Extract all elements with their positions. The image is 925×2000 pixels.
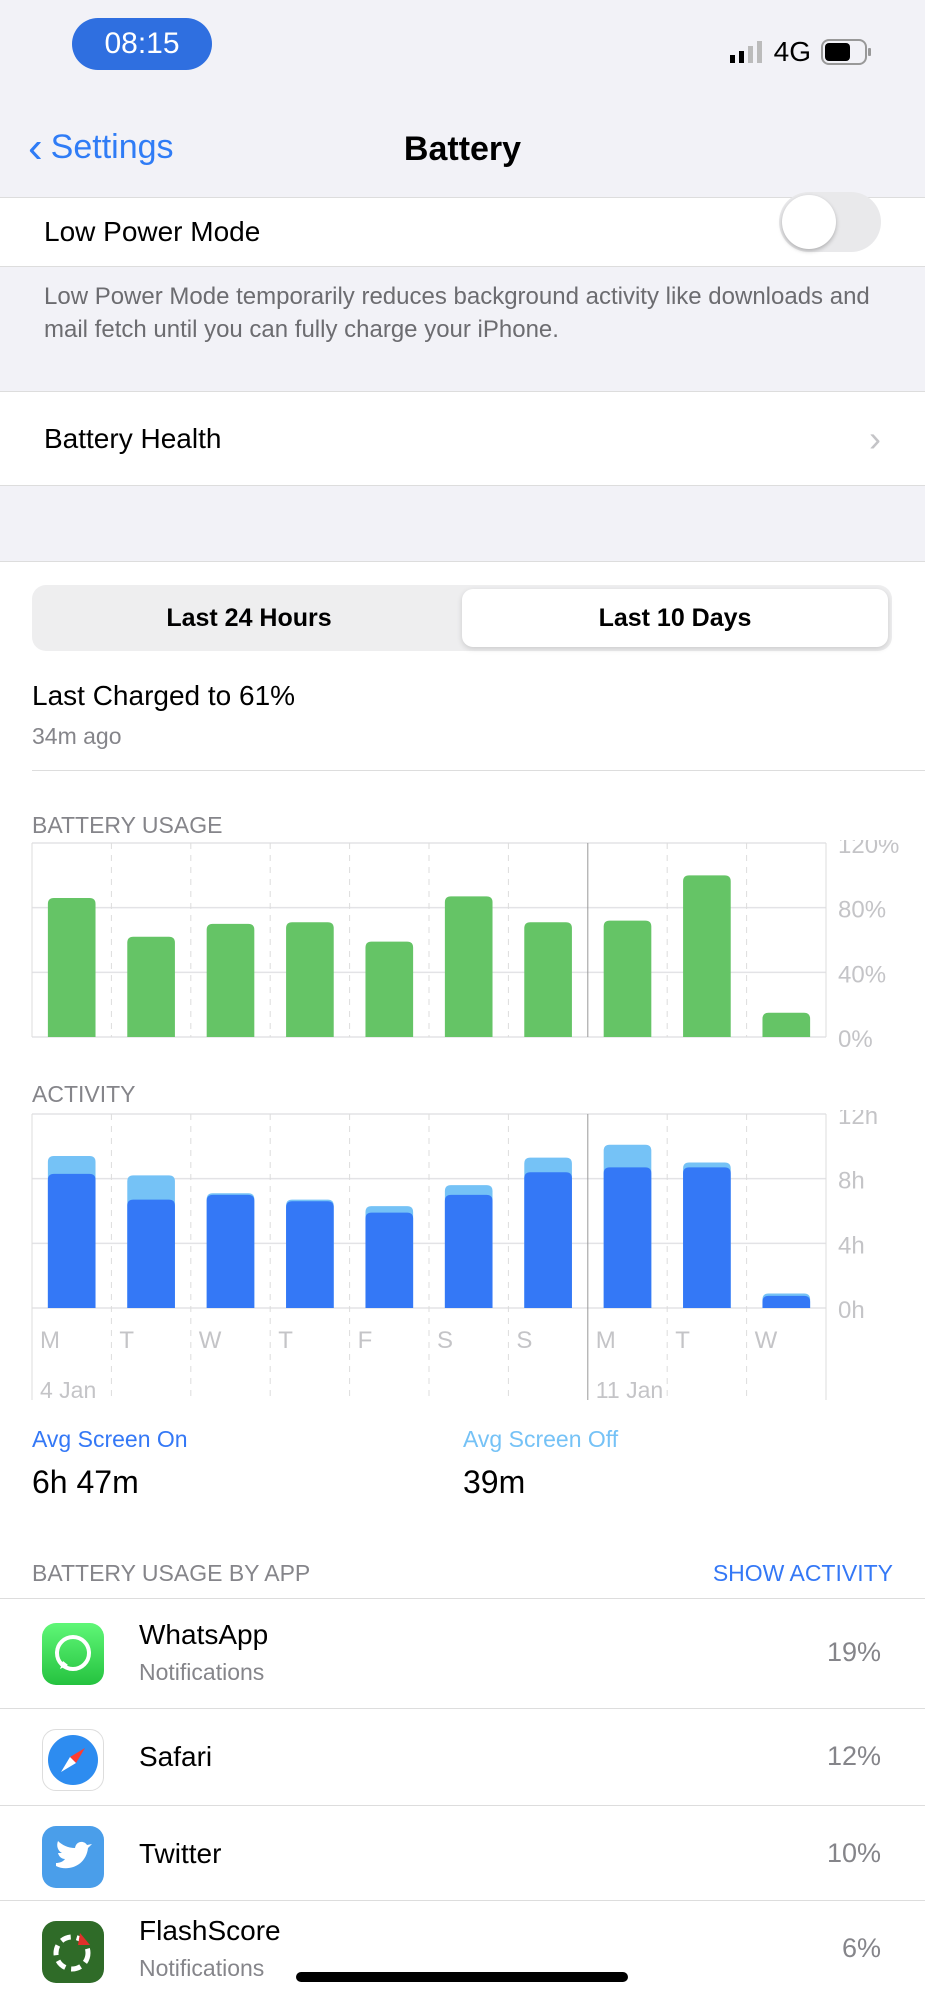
x-tick-label: M bbox=[596, 1327, 616, 1354]
avg-screen-off-value: 39m bbox=[463, 1464, 526, 1500]
divider bbox=[32, 770, 925, 771]
signal-icon bbox=[729, 41, 762, 63]
flashscore-icon bbox=[42, 1921, 104, 1983]
x-tick-label: T bbox=[278, 1327, 293, 1354]
app-name: Twitter bbox=[139, 1838, 222, 1869]
network-label: 4G bbox=[773, 36, 811, 67]
bar bbox=[286, 922, 334, 1037]
app-sub: Notifications bbox=[139, 1955, 265, 1981]
app-percent: 12% bbox=[826, 1741, 881, 1771]
segment-24h[interactable]: Last 24 Hours bbox=[166, 603, 332, 632]
description-bg bbox=[0, 266, 925, 392]
y-tick-label: 0% bbox=[838, 1026, 873, 1050]
date-label: 4 Jan bbox=[40, 1377, 96, 1400]
bar bbox=[444, 896, 493, 1037]
bar bbox=[524, 1172, 572, 1308]
back-label: Settings bbox=[50, 128, 174, 166]
x-tick-label: M bbox=[40, 1327, 60, 1354]
x-tick-label: S bbox=[516, 1327, 532, 1354]
avg-screen-on-label: Avg Screen On bbox=[32, 1426, 188, 1452]
bar bbox=[683, 875, 731, 1037]
y-tick-label: 80% bbox=[838, 897, 886, 924]
app-name: WhatsApp bbox=[139, 1619, 269, 1650]
nav-bar bbox=[0, 120, 925, 198]
bar bbox=[762, 1012, 811, 1037]
chevron-left-icon: ‹ bbox=[28, 122, 43, 172]
y-tick-label: 40% bbox=[838, 961, 886, 988]
y-tick-label: 4h bbox=[838, 1232, 865, 1259]
x-tick-label: F bbox=[358, 1327, 373, 1354]
battery-icon bbox=[821, 39, 871, 65]
home-indicator[interactable] bbox=[296, 1972, 628, 1982]
page-title: Battery bbox=[403, 130, 522, 168]
x-tick-label: T bbox=[119, 1327, 134, 1354]
y-tick-label: 120% bbox=[838, 840, 899, 859]
apps-header: BATTERY USAGE BY APP bbox=[32, 1560, 311, 1586]
battery-usage-title: BATTERY USAGE bbox=[32, 812, 223, 838]
bar bbox=[286, 1201, 334, 1308]
y-tick-label: 8h bbox=[838, 1168, 865, 1195]
app-percent: 10% bbox=[826, 1838, 881, 1868]
activity-chart: 12h 8h 4h 0h M T W T F S S M T W 4 Jan 11 Jan bbox=[31, 1110, 878, 1400]
x-tick-label: W bbox=[199, 1327, 222, 1354]
app-row-flashscore[interactable]: FlashScore Notifications 6% bbox=[0, 1900, 925, 2000]
low-power-toggle[interactable] bbox=[779, 192, 881, 252]
bar bbox=[603, 920, 652, 1037]
twitter-icon bbox=[42, 1826, 104, 1888]
low-power-label: Low Power Mode bbox=[44, 216, 261, 247]
bar bbox=[603, 1167, 652, 1308]
safari-icon bbox=[42, 1729, 104, 1791]
status-time: 08:15 bbox=[72, 18, 212, 70]
chevron-right-icon: › bbox=[869, 417, 881, 459]
last-charged-ago: 34m ago bbox=[32, 723, 122, 749]
app-name: FlashScore bbox=[139, 1915, 281, 1946]
bar bbox=[762, 1295, 811, 1308]
app-row-whatsapp[interactable]: WhatsApp Notifications 19% bbox=[0, 1598, 925, 1708]
app-sub: Notifications bbox=[139, 1659, 265, 1685]
bar bbox=[683, 1167, 731, 1308]
back-button[interactable]: ‹ Settings bbox=[28, 122, 174, 172]
bar bbox=[127, 1199, 175, 1308]
activity-title: ACTIVITY bbox=[32, 1081, 136, 1107]
battery-health-label: Battery Health bbox=[44, 422, 222, 454]
date-label: 11 Jan bbox=[596, 1377, 663, 1400]
bar bbox=[206, 1194, 255, 1308]
x-tick-label: T bbox=[675, 1327, 690, 1354]
low-power-description: Low Power Mode temporarily reduces backg… bbox=[44, 283, 870, 343]
segment-10d[interactable]: Last 10 Days bbox=[462, 589, 888, 647]
app-row-twitter[interactable]: Twitter 10% bbox=[0, 1805, 925, 1902]
low-power-row: Low Power Mode bbox=[0, 198, 925, 266]
y-tick-label: 12h bbox=[838, 1110, 878, 1130]
bar bbox=[365, 941, 414, 1037]
app-name: Safari bbox=[139, 1741, 213, 1772]
avg-screen-on-value: 6h 47m bbox=[32, 1464, 139, 1500]
whatsapp-icon bbox=[42, 1623, 104, 1685]
bar bbox=[127, 936, 175, 1037]
last-charged-title: Last Charged to 61% bbox=[32, 680, 296, 711]
bar bbox=[365, 1212, 414, 1308]
bar bbox=[206, 923, 255, 1037]
app-row-safari[interactable]: Safari 12% bbox=[0, 1708, 925, 1805]
battery-health-row[interactable]: Battery Health › bbox=[0, 392, 925, 485]
app-percent: 19% bbox=[826, 1637, 881, 1667]
x-tick-label: S bbox=[437, 1327, 453, 1354]
bar bbox=[444, 1194, 493, 1308]
bar bbox=[47, 1173, 96, 1308]
section-gap bbox=[0, 485, 925, 562]
range-segmented-control: Last 24 Hours Last 10 Days bbox=[32, 585, 892, 651]
y-tick-label: 0h bbox=[838, 1297, 865, 1324]
app-percent: 6% bbox=[841, 1933, 881, 1963]
avg-screen-off-label: Avg Screen Off bbox=[463, 1426, 619, 1452]
x-tick-label: W bbox=[755, 1327, 778, 1354]
bar bbox=[47, 897, 96, 1037]
status-icons: 4G bbox=[729, 36, 873, 68]
battery-usage-chart: 120% 80% 40% 0% bbox=[31, 840, 899, 1050]
bar bbox=[524, 922, 572, 1037]
show-activity-button[interactable]: SHOW ACTIVITY bbox=[712, 1560, 893, 1586]
